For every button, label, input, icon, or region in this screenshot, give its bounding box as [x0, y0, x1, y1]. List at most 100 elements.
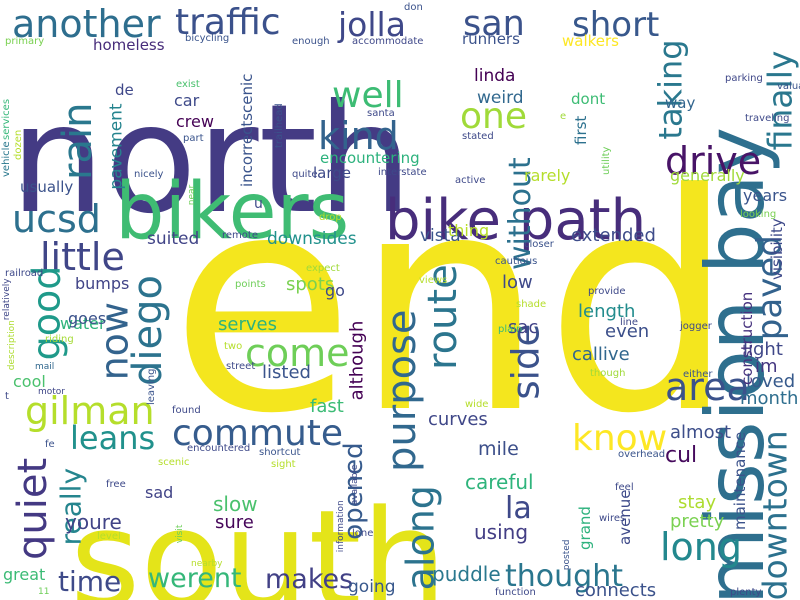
word-taking: taking [651, 39, 690, 140]
word-la: la [505, 491, 532, 526]
word-even: even [605, 320, 650, 342]
word-long: long [660, 524, 743, 569]
word-though: though [590, 368, 626, 379]
word-cul: cul [665, 443, 698, 469]
word-11: 11 [38, 586, 50, 597]
word-finally: finally [760, 50, 800, 150]
word-information: information [335, 500, 346, 552]
word-puddle: puddle [432, 562, 501, 586]
word-active: active [455, 175, 486, 186]
word-connects: connects [575, 579, 657, 600]
word-bicycling: bicycling [185, 33, 230, 44]
word-drive: drive [665, 138, 762, 183]
word-goes: goes [68, 309, 107, 329]
word-quiet: quiet [10, 457, 56, 560]
word-loved: loved [746, 370, 796, 392]
word-e: e [560, 111, 567, 122]
word-years: years [743, 186, 788, 206]
word-bike-path: bike path [385, 188, 647, 254]
word-visit: visit [174, 524, 185, 543]
word-enough: enough [292, 36, 330, 47]
word-two: two [224, 341, 243, 352]
word-shade: shade [516, 299, 547, 310]
word-one: one [460, 96, 527, 138]
word-callive: callive [572, 343, 630, 365]
word-closer: closer [524, 239, 554, 250]
word-exist: exist [176, 79, 200, 90]
word-vista: vista [420, 226, 461, 247]
word-traffic: traffic [175, 2, 281, 44]
word-water: water [60, 314, 106, 334]
word-free: free [106, 479, 126, 490]
word-level: level [97, 531, 121, 542]
word-short: short [572, 4, 660, 45]
word-pavement: pavement [106, 103, 127, 190]
word-don: don [404, 2, 423, 13]
word-plenty: plenty [730, 587, 762, 598]
word-usually: usually [20, 178, 74, 196]
word-construction: construction [738, 291, 756, 385]
word-extended: extended [571, 224, 656, 246]
word-scenic: scenic [158, 457, 190, 468]
word-serves: serves [218, 313, 277, 335]
word-sure: sure [215, 511, 254, 533]
word-feel: feel [615, 482, 634, 493]
word-u: u [254, 195, 263, 212]
word-drop: drop [319, 212, 342, 223]
word-street: street [226, 361, 256, 372]
word-stay: stay [678, 491, 717, 513]
word-area: area [665, 364, 750, 409]
word-going: going [348, 577, 396, 598]
word-length: length [578, 300, 636, 322]
word-lone: lone [352, 528, 374, 539]
word-plain: plain [498, 324, 523, 335]
word-go: go [325, 281, 345, 301]
word-near: near [186, 184, 197, 205]
word-using: using [474, 520, 529, 544]
word-slow: slow [213, 492, 258, 516]
word-railroad: railroad [5, 268, 44, 279]
word-san: san [463, 4, 525, 44]
word-cautious: cautious [495, 256, 538, 267]
word-large: large [313, 164, 352, 182]
word-sight: sight [271, 459, 296, 470]
word-remote: remote [222, 230, 258, 241]
word-t: t [5, 391, 9, 402]
word-valuables: valuables [777, 81, 800, 92]
word-another: another [12, 1, 161, 46]
word-nearby: nearby [191, 558, 223, 569]
word-come: come [245, 330, 350, 375]
word-encountering: encountering [320, 149, 420, 167]
word-thought: thought [505, 559, 623, 594]
word-youre: youre [65, 510, 122, 534]
word-way: way [665, 94, 696, 112]
word-quite: quite [292, 169, 318, 180]
word-light: light [743, 338, 783, 360]
word-first: first [572, 115, 590, 145]
word-mile: mile [478, 437, 519, 460]
word-interstate: interstate [378, 167, 427, 178]
word-function: function [495, 587, 536, 598]
word-listed: listed [262, 361, 311, 383]
word-services: services [1, 98, 12, 140]
word-parking: parking [725, 73, 763, 84]
word-suited: suited [147, 229, 200, 250]
word-downtown: downtown [755, 429, 795, 600]
word-curves: curves [428, 408, 488, 430]
word-low: low [502, 271, 533, 293]
word-runners: runners [462, 30, 520, 48]
word-great: great [3, 565, 46, 585]
word-purpose: purpose [379, 309, 425, 473]
word-wide: wide [465, 399, 489, 410]
word-nicely: nicely [134, 169, 164, 180]
word-although: although [346, 320, 368, 400]
word-primary: primary [5, 36, 45, 47]
word-posted: posted [561, 539, 572, 570]
word-kind: kind [318, 113, 399, 158]
word-traveling: traveling [745, 113, 790, 124]
word-almost: almost [670, 421, 732, 443]
word-linda: linda [474, 66, 516, 87]
word-little: little [40, 234, 125, 279]
word-grand: grand [576, 506, 594, 550]
